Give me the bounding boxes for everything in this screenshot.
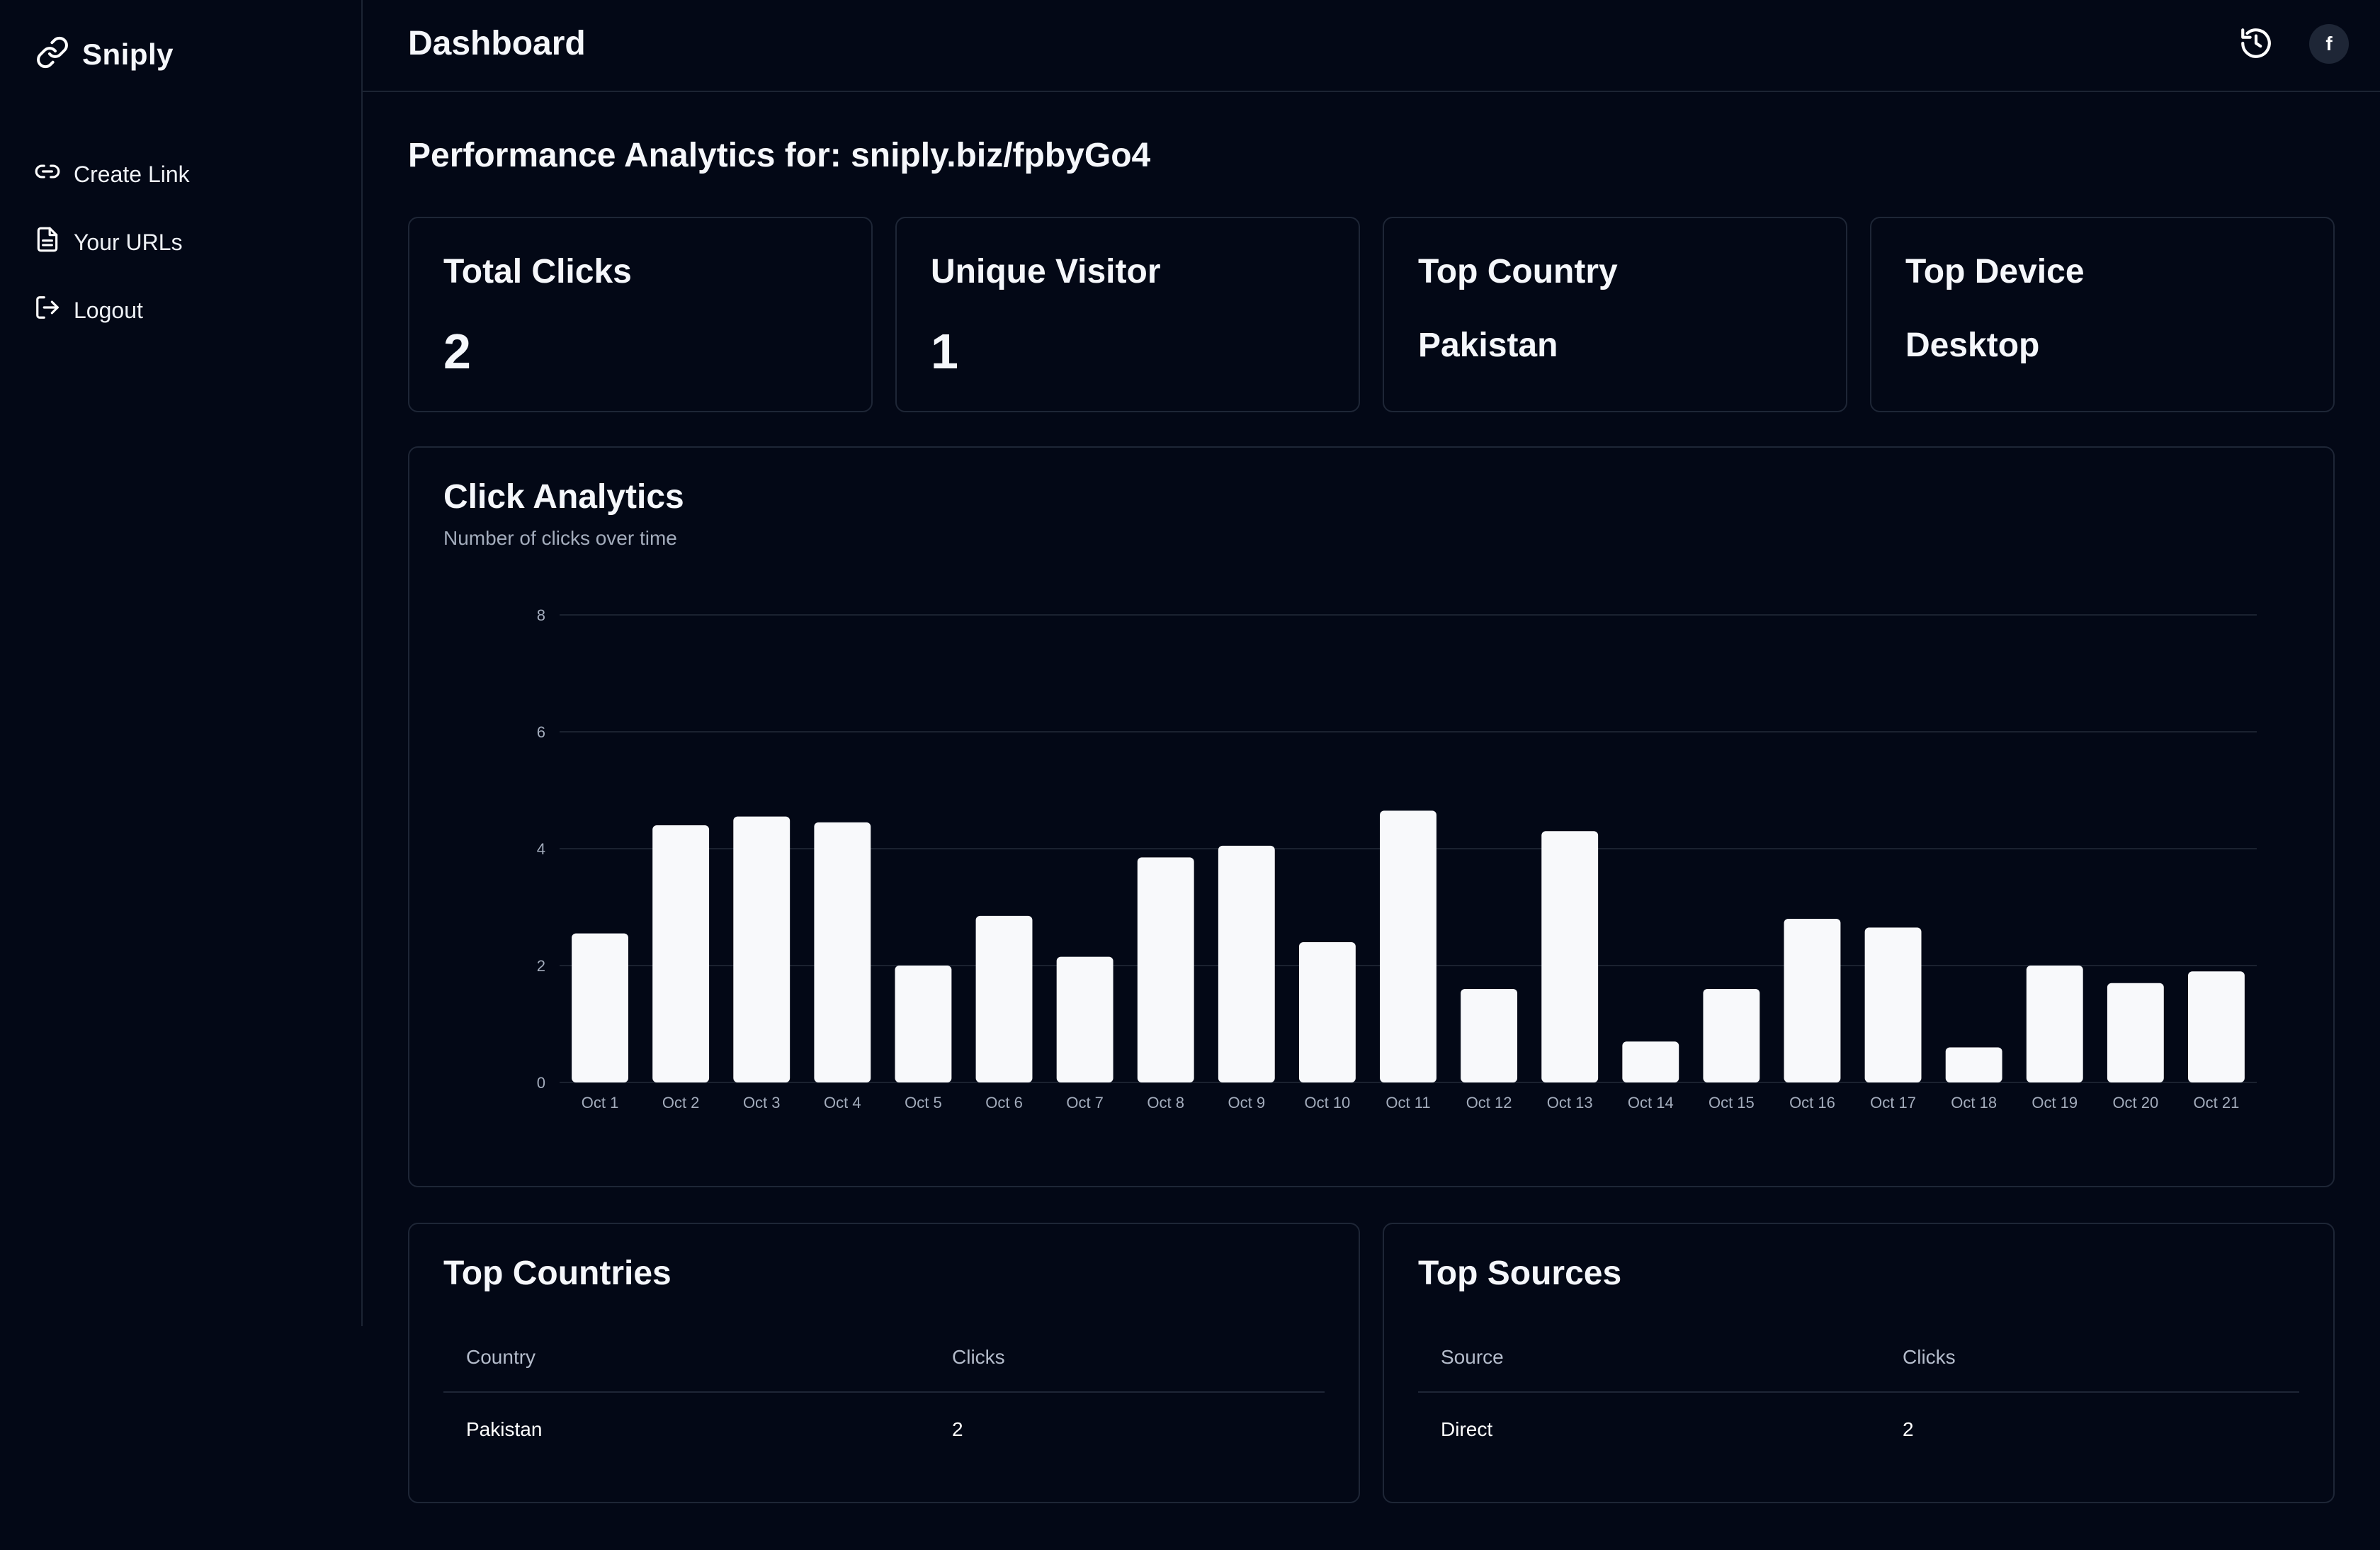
column-header-clicks: Clicks (952, 1346, 1005, 1368)
y-tick-label: 0 (537, 1074, 545, 1092)
chart-bar[interactable] (572, 933, 628, 1082)
table-divider (443, 1391, 1325, 1393)
page-title: Dashboard (408, 25, 586, 62)
click-analytics-chart: 0 2 4 6 8 Oct 1 Oct 2 Oct 3 Oct 4 Oct 5 Oct 6 Oct 7… (537, 606, 2257, 1111)
top-sources-card: Top Sources Source Clicks Direct 2 (1383, 1223, 2335, 1503)
top-countries-card: Top Countries Country Clicks Pakistan 2 (408, 1223, 1360, 1503)
x-tick-label: Oct 12 (1466, 1094, 1512, 1111)
analytics-heading: Performance Analytics for: sniply.biz/fp… (408, 137, 1151, 174)
chart-bar[interactable] (733, 816, 790, 1082)
chart-bar[interactable] (1703, 989, 1760, 1082)
app-name: Sniply (82, 37, 174, 71)
document-icon (34, 226, 61, 259)
chart-bar[interactable] (1298, 942, 1356, 1082)
sidebar-item-label: Logout (74, 297, 143, 323)
chart-subtitle: Number of clicks over time (443, 527, 677, 549)
chart-bar[interactable] (2026, 966, 2083, 1082)
x-tick-label: Oct 16 (1789, 1094, 1835, 1111)
x-tick-label: Oct 21 (2194, 1094, 2240, 1111)
x-tick-label: Oct 13 (1547, 1094, 1593, 1111)
chart-bar[interactable] (1461, 989, 1518, 1082)
x-tick-label: Oct 6 (985, 1094, 1023, 1111)
stat-label: Unique Visitor (931, 253, 1161, 290)
x-tick-label: Oct 20 (2112, 1094, 2158, 1111)
chart-bar[interactable] (1056, 956, 1114, 1082)
app-logo[interactable]: Sniply (35, 35, 174, 73)
chart-bar[interactable] (975, 915, 1033, 1082)
table-title: Top Countries (443, 1255, 672, 1292)
stat-value: Pakistan (1418, 327, 1558, 364)
chart-title: Click Analytics (443, 478, 684, 516)
table-divider (1418, 1391, 2299, 1393)
top-bar: Dashboard f (363, 0, 2380, 92)
stat-value: 2 (443, 324, 471, 379)
chart-bar[interactable] (895, 966, 952, 1082)
column-header-source: Source (1441, 1346, 1504, 1368)
x-tick-label: Oct 4 (824, 1094, 861, 1111)
chart-bar[interactable] (1218, 845, 1275, 1082)
x-tick-label: Oct 9 (1228, 1094, 1266, 1111)
x-tick-label: Oct 10 (1304, 1094, 1350, 1111)
x-tick-label: Oct 1 (582, 1094, 619, 1111)
stat-card-unique-visitor: Unique Visitor 1 (895, 217, 1360, 412)
x-tick-label: Oct 17 (1870, 1094, 1916, 1111)
sidebar-item-create-link[interactable]: Create Link (34, 140, 190, 208)
chart-bar[interactable] (652, 825, 710, 1082)
sidebar-item-logout[interactable]: Logout (34, 276, 190, 344)
chart-bar[interactable] (1541, 831, 1599, 1082)
avatar[interactable]: f (2309, 24, 2349, 64)
table-cell-clicks: 2 (1903, 1418, 1914, 1440)
stat-value: 1 (931, 324, 958, 379)
y-tick-label: 2 (537, 957, 545, 975)
link-icon (34, 158, 61, 191)
chart-bar[interactable] (1864, 927, 1922, 1082)
table-cell-source: Direct (1441, 1418, 1493, 1440)
stat-card-top-device: Top Device Desktop (1870, 217, 2335, 412)
x-tick-label: Oct 5 (905, 1094, 942, 1111)
y-tick-label: 8 (537, 606, 545, 624)
table-cell-clicks: 2 (952, 1418, 963, 1440)
chart-bar[interactable] (1137, 857, 1194, 1082)
sidebar-item-label: Create Link (74, 161, 190, 187)
sidebar: Sniply Create Link Your URLs (0, 0, 363, 1326)
stat-label: Top Country (1418, 253, 1618, 290)
x-tick-label: Oct 15 (1708, 1094, 1755, 1111)
x-tick-label: Oct 2 (662, 1094, 700, 1111)
table-cell-country: Pakistan (466, 1418, 543, 1440)
x-tick-label: Oct 18 (1951, 1094, 1997, 1111)
y-tick-label: 4 (537, 840, 545, 858)
chart-bar[interactable] (1784, 919, 1841, 1082)
stat-value: Desktop (1905, 327, 2040, 364)
sidebar-nav: Create Link Your URLs Logout (34, 140, 190, 344)
x-tick-label: Oct 19 (2032, 1094, 2078, 1111)
x-tick-label: Oct 11 (1386, 1094, 1430, 1111)
stat-label: Total Clicks (443, 253, 632, 290)
sidebar-item-your-urls[interactable]: Your URLs (34, 208, 190, 276)
stat-card-total-clicks: Total Clicks 2 (408, 217, 873, 412)
column-header-clicks: Clicks (1903, 1346, 1956, 1368)
chart-bar[interactable] (1380, 810, 1436, 1082)
chart-bar[interactable] (2188, 971, 2245, 1082)
stat-label: Top Device (1905, 253, 2085, 290)
stat-card-top-country: Top Country Pakistan (1383, 217, 1847, 412)
x-tick-label: Oct 7 (1066, 1094, 1104, 1111)
link-icon (35, 35, 69, 73)
chart-bar[interactable] (2107, 983, 2164, 1082)
click-analytics-card: Click Analytics Number of clicks over ti… (408, 446, 2335, 1187)
column-header-country: Country (466, 1346, 536, 1368)
chart-bar[interactable] (1945, 1047, 2002, 1083)
sidebar-item-label: Your URLs (74, 229, 183, 255)
logout-icon (34, 294, 61, 327)
history-icon[interactable] (2238, 26, 2274, 61)
x-tick-label: Oct 3 (743, 1094, 781, 1111)
x-tick-label: Oct 14 (1628, 1094, 1674, 1111)
table-title: Top Sources (1418, 1255, 1622, 1292)
chart-bar[interactable] (814, 822, 871, 1082)
y-tick-label: 6 (537, 723, 545, 741)
chart-bar[interactable] (1622, 1041, 1679, 1082)
x-tick-label: Oct 8 (1147, 1094, 1184, 1111)
